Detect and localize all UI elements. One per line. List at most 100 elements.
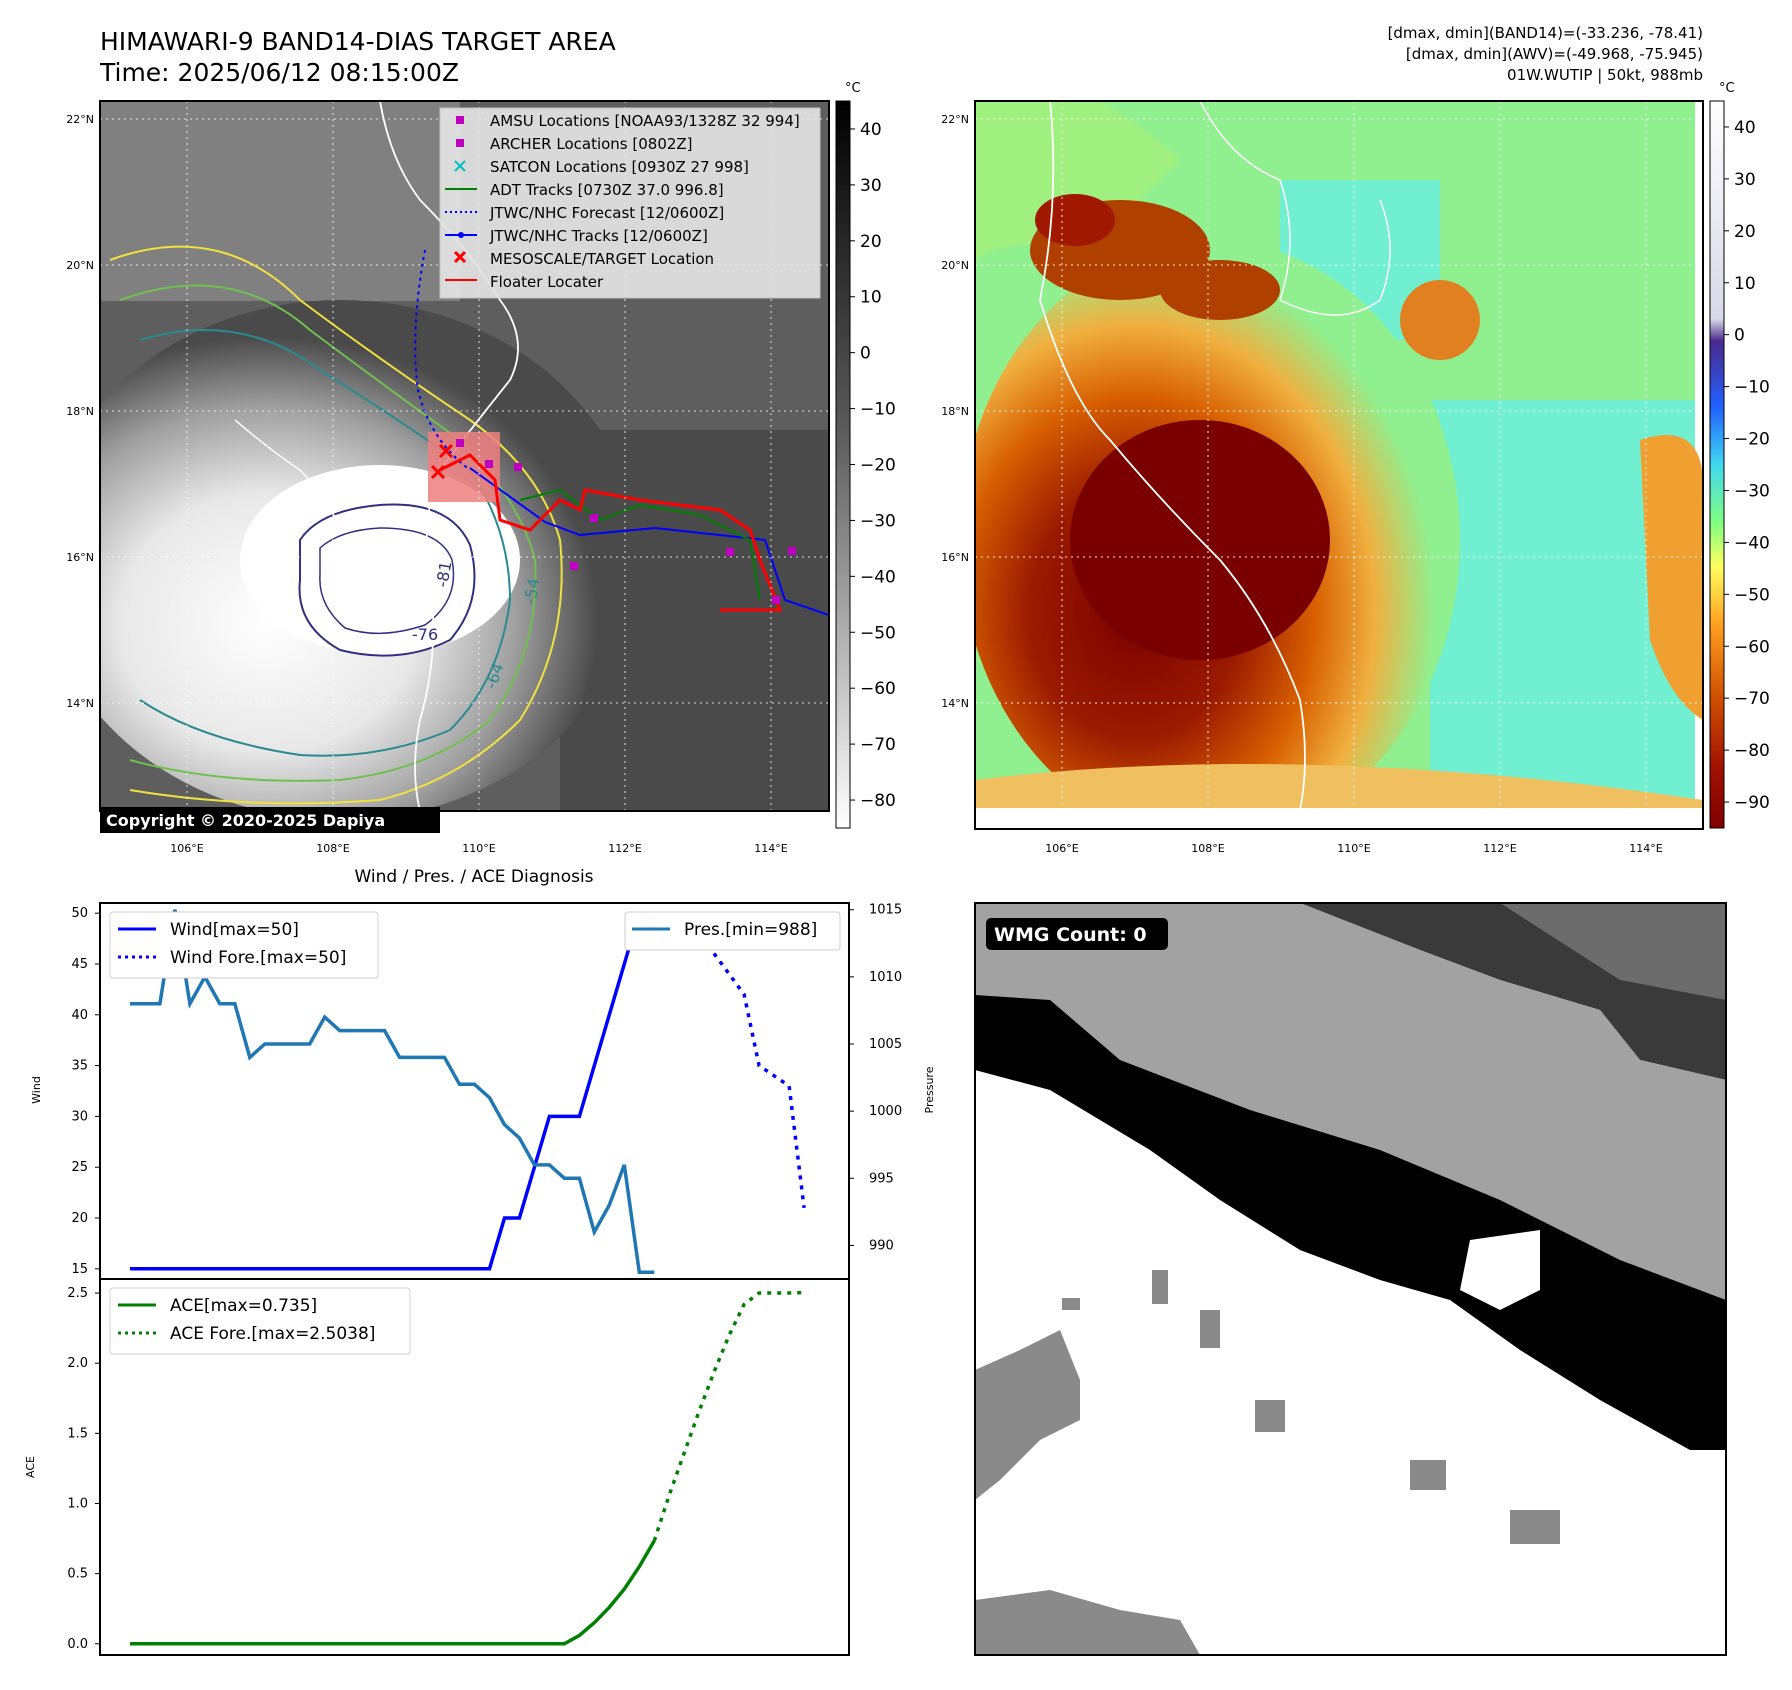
ir-colorbar-ticks: 40 30 20 10 0 −10 −20 −30 −40 −50 −60 −70 −80 [850,120,896,811]
y-tick-label: 0.0 [67,1637,88,1652]
wmg-gray-region [975,903,1726,1300]
ace-chart: ACE 0.0 0.5 1.0 1.5 2.0 2.5 ACE[max=0.735] AC… [24,1278,850,1656]
legend-pressure: Pres.[min=988] [684,920,817,940]
ir-colorbar-tick-label: 40 [860,120,882,140]
legend-label-amsu: AMSU Locations [NOAA93/1328Z 32 994] [490,112,800,130]
svg-text:-54: -54 [520,577,543,606]
ir-colorbar-tick-label: 0 [860,344,871,364]
lon-tick-label: 112°E [608,842,641,855]
ir-colorbar-tick-label: −10 [860,400,896,420]
series-line [130,1539,656,1646]
series-line [130,911,655,1271]
info-line-3: 01W.WUTIP | 50kt, 988mb [1507,66,1703,84]
y-tick-label: 25 [71,1160,88,1175]
y2-tick-label: 1010 [869,970,902,985]
contour-navy-inner [319,527,455,635]
legend-label-satcon: SATCON Locations [0930Z 27 998] [490,158,749,176]
ir-colorbar-tick-label: −30 [860,511,896,531]
wind-pressure-chart: Wind Pressure 15 20 25 30 35 40 45 50 990 995 1000… [30,902,936,1280]
coastline [379,101,519,811]
wv-colorbar-tick-label: 20 [1734,222,1756,242]
wmg-label-box [986,918,1168,950]
ir-colorbar-tick-label: −80 [860,791,896,811]
floater-track [439,453,783,612]
wv-gridlines [975,101,1703,829]
legend-wind: Wind[max=50] [170,920,299,940]
legend-label-adt: ADT Tracks [0730Z 37.0 996.8] [490,181,724,199]
wv-colorbar-unit: °C [1719,81,1735,96]
lat-tick-label: 20°N [66,259,94,272]
wv-colorbar-tick-label: 0 [1734,326,1745,346]
y-tick-label: 30 [71,1109,88,1124]
ir-colorbar-tick-label: −70 [860,735,896,755]
wv-colorbar-tick-label: −40 [1734,533,1770,553]
y-tick-label: 1.0 [67,1496,88,1511]
wmg-black-band [975,995,1726,1450]
y-tick-label: 40 [71,1008,88,1023]
wv-colorbar-tick-label: 30 [1734,170,1756,190]
lon-tick-label: 106°E [1045,842,1078,855]
y-tick-label: 20 [71,1211,88,1226]
lat-tick-label: 18°N [66,405,94,418]
lat-tick-label: 16°N [66,551,94,564]
wv-colorbar-tick-label: −10 [1734,378,1770,398]
copyright-text: Copyright © 2020-2025 Dapiya [106,811,385,830]
info-line-2: [dmax, dmin](AWV)=(-49.968, -75.945) [1406,45,1703,63]
wmg-label: WMG Count: 0 [994,924,1147,946]
info-line-1: [dmax, dmin](BAND14)=(-33.236, -78.41) [1388,24,1703,42]
wv-colorbar-tick-label: 10 [1734,274,1756,294]
figure-title: HIMAWARI-9 BAND14-DIAS TARGET AREA [100,27,616,56]
wv-colorbar-tick-label: −20 [1734,430,1770,450]
wv-colorbar-tick-label: −30 [1734,481,1770,501]
wv-colorbar-tick-label: −90 [1734,793,1770,813]
lon-tick-label: 108°E [1191,842,1224,855]
wv-colorbar-ticks: 40 30 20 10 0 −10 −20 −30 −40 −50 −60 −70 −80 −90 [1724,118,1770,813]
lon-tick-label: 110°E [1337,842,1370,855]
ir-map-panel: -81 -76 -64 -54 AMSU Locations [NOAA93/1… [66,81,896,855]
legend-wind-forecast: Wind Fore.[max=50] [170,948,346,968]
wv-colorbar-tick-label: 40 [1734,118,1756,138]
contour-teal [139,329,512,757]
pressure-axis-label: Pressure [923,1066,936,1113]
wv-colorbar-tick-label: −80 [1734,741,1770,761]
lon-tick-label: 110°E [462,842,495,855]
lat-tick-label: 14°N [941,697,969,710]
lat-tick-label: 22°N [941,113,969,126]
target-markers [430,443,454,480]
ir-colorbar-tick-label: 20 [860,232,882,252]
map-legend: AMSU Locations [NOAA93/1328Z 32 994] ARC… [439,107,821,299]
wv-colorbar-tick-label: −50 [1734,585,1770,605]
ir-map-frame [99,100,830,812]
y-tick-label: 2.5 [67,1286,88,1301]
series-line [130,909,655,1275]
ir-colorbar-tick-label: 10 [860,288,882,308]
legend-label-floater: Floater Locater [490,273,604,291]
y-tick-label: 0.5 [67,1567,88,1582]
y-tick-label: 15 [71,1262,88,1277]
wind-axis-label: Wind [30,1076,43,1104]
ir-map-ticks: 106°E 108°E 110°E 112°E 114°E 22°N 20°N 18°N 16°… [66,113,788,855]
legend-label-target: MESOSCALE/TARGET Location [490,250,714,268]
lat-tick-label: 14°N [66,697,94,710]
amsu-markers [456,439,796,604]
ir-colorbar-tick-label: −20 [860,456,896,476]
wv-colorbar-tick-label: −60 [1734,637,1770,657]
legend-label-archer: ARCHER Locations [0802Z] [490,135,693,153]
ir-colorbar-tick-label: −50 [860,623,896,643]
contour-green [119,284,537,782]
ace-legend: ACE[max=0.735] ACE Fore.[max=2.5038] [109,1287,411,1355]
legend-ace: ACE[max=0.735] [170,1296,317,1316]
y-tick-label: 45 [71,957,88,972]
y-tick-label: 35 [71,1059,88,1074]
wmg-gray-patches [975,1330,1080,1500]
y2-tick-label: 995 [869,1171,894,1186]
wv-coastline [1039,101,1306,811]
y-tick-label: 2.0 [67,1356,88,1371]
legend-ace-forecast: ACE Fore.[max=2.5038] [170,1324,375,1344]
adt-track [519,488,761,601]
y-tick-label: 1.5 [67,1426,88,1441]
svg-text:-76: -76 [412,625,438,644]
lon-tick-label: 114°E [1629,842,1662,855]
wv-colorbar [1709,100,1725,829]
ir-colorbar-tick-label: −60 [860,679,896,699]
